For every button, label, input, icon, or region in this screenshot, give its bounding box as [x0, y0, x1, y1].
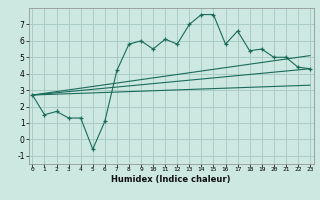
X-axis label: Humidex (Indice chaleur): Humidex (Indice chaleur) — [111, 175, 231, 184]
